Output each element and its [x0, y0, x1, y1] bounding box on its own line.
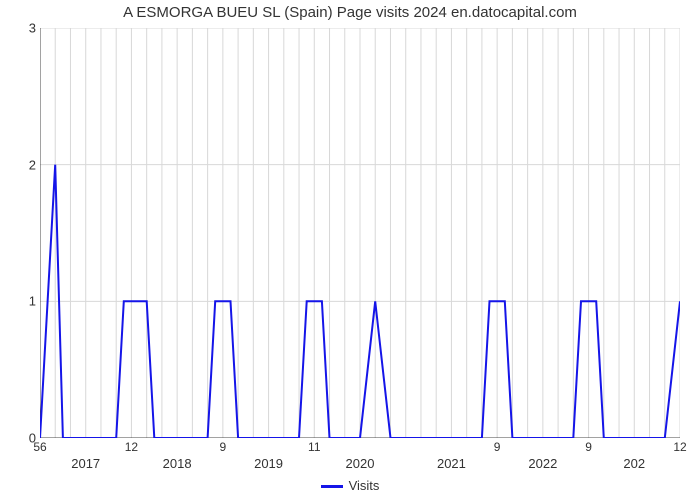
chart-container: A ESMORGA BUEU SL (Spain) Page visits 20…	[0, 0, 700, 500]
x-year-label: 2019	[254, 456, 283, 471]
x-minor-label: 9	[494, 440, 501, 454]
x-minor-label: 9	[585, 440, 592, 454]
x-minor-label: 12	[673, 440, 686, 454]
y-tick-label: 3	[6, 21, 36, 36]
x-minor-label: 12	[125, 440, 138, 454]
chart-title: A ESMORGA BUEU SL (Spain) Page visits 20…	[0, 4, 700, 21]
legend-swatch	[321, 485, 343, 488]
y-tick-label: 0	[6, 431, 36, 446]
x-minor-label: 11	[308, 440, 320, 454]
y-tick-label: 2	[6, 157, 36, 172]
x-year-label: 2018	[163, 456, 192, 471]
x-year-label: 2022	[528, 456, 557, 471]
plot-area	[40, 28, 680, 438]
x-year-label: 2017	[71, 456, 100, 471]
legend-label: Visits	[349, 478, 380, 493]
y-tick-label: 1	[6, 294, 36, 309]
x-year-label: 2021	[437, 456, 466, 471]
x-axis-labels: 56129119912201720182019202020212022202	[40, 440, 680, 480]
chart-svg	[40, 28, 680, 438]
chart-legend: Visits	[0, 478, 700, 493]
x-year-label: 2020	[346, 456, 375, 471]
x-minor-label: 9	[220, 440, 227, 454]
x-year-label: 202	[623, 456, 645, 471]
x-minor-label: 56	[33, 440, 46, 454]
